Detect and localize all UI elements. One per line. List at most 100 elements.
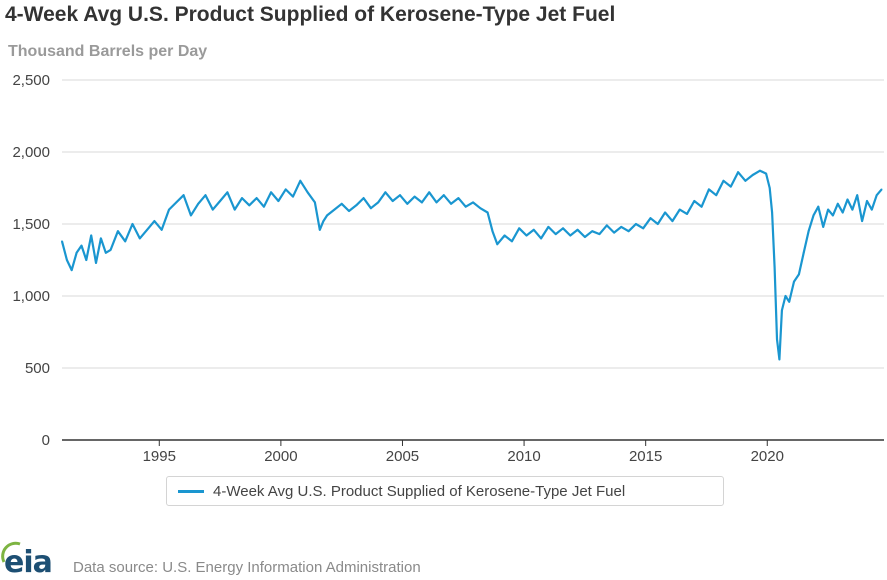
data-point[interactable]	[722, 179, 725, 182]
data-point[interactable]	[576, 228, 579, 231]
data-point[interactable]	[715, 194, 718, 197]
data-point[interactable]	[751, 174, 754, 176]
data-point[interactable]	[778, 358, 781, 361]
data-point[interactable]	[547, 226, 550, 228]
data-point[interactable]	[798, 273, 800, 276]
data-point[interactable]	[540, 237, 542, 240]
data-point[interactable]	[226, 191, 229, 194]
data-point[interactable]	[377, 201, 380, 204]
data-point[interactable]	[80, 244, 83, 247]
data-point[interactable]	[700, 205, 703, 208]
data-point[interactable]	[562, 227, 564, 230]
data-point[interactable]	[204, 194, 207, 197]
data-point[interactable]	[355, 204, 358, 207]
data-point[interactable]	[649, 217, 652, 220]
data-point[interactable]	[340, 202, 343, 205]
data-point[interactable]	[642, 227, 645, 230]
data-point[interactable]	[620, 226, 623, 228]
data-point[interactable]	[85, 259, 88, 261]
data-point[interactable]	[182, 194, 185, 197]
data-point[interactable]	[175, 201, 178, 204]
data-point[interactable]	[846, 198, 849, 201]
data-point[interactable]	[605, 224, 608, 227]
data-point[interactable]	[75, 251, 78, 254]
legend[interactable]: 4-Week Avg U.S. Product Supplied of Kero…	[166, 476, 724, 506]
data-point[interactable]	[532, 228, 535, 231]
data-point[interactable]	[370, 207, 372, 210]
data-point[interactable]	[817, 205, 820, 208]
data-point[interactable]	[241, 197, 243, 200]
data-point[interactable]	[100, 237, 102, 240]
data-point[interactable]	[406, 202, 409, 205]
data-point[interactable]	[812, 214, 815, 217]
data-point[interactable]	[384, 191, 387, 194]
data-point[interactable]	[866, 200, 868, 202]
data-point[interactable]	[117, 230, 119, 233]
data-point[interactable]	[138, 237, 141, 240]
data-point[interactable]	[841, 211, 844, 214]
data-point[interactable]	[693, 200, 696, 202]
data-point[interactable]	[851, 208, 854, 211]
data-point[interactable]	[292, 195, 294, 198]
data-point[interactable]	[197, 202, 200, 205]
data-point[interactable]	[627, 230, 630, 233]
data-point[interactable]	[613, 231, 615, 234]
data-point[interactable]	[822, 226, 825, 228]
data-point[interactable]	[788, 300, 791, 303]
data-point[interactable]	[479, 207, 482, 210]
data-point[interactable]	[765, 172, 767, 175]
data-point[interactable]	[348, 210, 350, 212]
data-point[interactable]	[744, 179, 747, 182]
data-point[interactable]	[861, 220, 863, 223]
data-point[interactable]	[399, 194, 401, 197]
data-point[interactable]	[109, 249, 112, 251]
data-point[interactable]	[66, 259, 68, 261]
data-point[interactable]	[306, 191, 309, 194]
data-point[interactable]	[299, 179, 302, 182]
data-point[interactable]	[773, 266, 776, 269]
data-point[interactable]	[457, 197, 460, 200]
data-point[interactable]	[708, 188, 710, 191]
data-point[interactable]	[146, 228, 149, 231]
data-point[interactable]	[771, 211, 773, 214]
data-point[interactable]	[219, 200, 222, 202]
data-point[interactable]	[836, 202, 839, 205]
data-point[interactable]	[421, 201, 423, 204]
data-point[interactable]	[784, 295, 787, 297]
data-point[interactable]	[856, 194, 859, 197]
data-point[interactable]	[554, 233, 557, 236]
data-point[interactable]	[827, 208, 829, 211]
data-point[interactable]	[70, 269, 73, 271]
data-point[interactable]	[190, 214, 192, 217]
data-point[interactable]	[776, 338, 778, 341]
data-point[interactable]	[807, 230, 810, 233]
data-point[interactable]	[569, 234, 572, 237]
data-point[interactable]	[518, 227, 521, 230]
data-point[interactable]	[737, 171, 739, 174]
data-point[interactable]	[168, 208, 170, 211]
data-point[interactable]	[793, 280, 795, 283]
data-point[interactable]	[491, 230, 494, 233]
data-point[interactable]	[759, 169, 761, 172]
data-point[interactable]	[832, 214, 834, 217]
data-point[interactable]	[277, 200, 280, 202]
data-point[interactable]	[511, 240, 513, 243]
data-point[interactable]	[326, 214, 328, 217]
data-point[interactable]	[318, 228, 321, 231]
data-point[interactable]	[131, 223, 134, 225]
data-point[interactable]	[656, 223, 659, 225]
data-point[interactable]	[464, 205, 467, 208]
data-point[interactable]	[781, 309, 783, 312]
data-point[interactable]	[391, 200, 394, 202]
data-point[interactable]	[255, 197, 258, 200]
series-line-jet-fuel[interactable]	[60, 169, 883, 361]
data-point[interactable]	[486, 211, 489, 214]
data-point[interactable]	[61, 240, 63, 243]
data-point[interactable]	[263, 205, 265, 208]
data-point[interactable]	[768, 187, 771, 189]
data-point[interactable]	[90, 234, 93, 237]
data-point[interactable]	[875, 194, 878, 197]
data-point[interactable]	[104, 251, 107, 254]
data-point[interactable]	[153, 220, 156, 223]
data-point[interactable]	[496, 243, 499, 246]
